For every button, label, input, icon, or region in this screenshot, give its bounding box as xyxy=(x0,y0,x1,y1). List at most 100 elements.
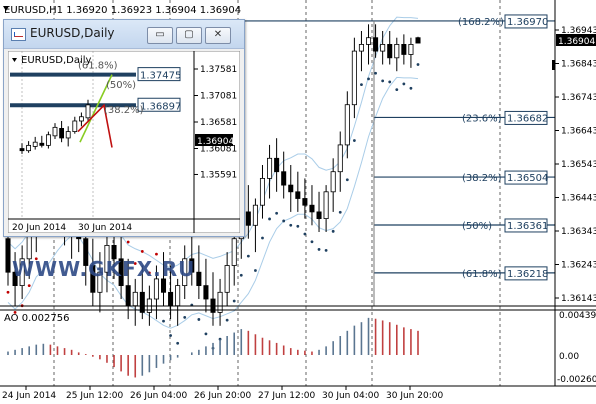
candle-body xyxy=(217,291,223,313)
time-tick-label: 27 Jun 12:00 xyxy=(258,391,315,400)
candle-body xyxy=(351,50,357,106)
candle-body xyxy=(408,44,414,55)
sar-dot xyxy=(331,229,335,233)
candle-body xyxy=(104,245,110,273)
current-price-tag xyxy=(556,34,596,46)
candle-body xyxy=(168,291,174,307)
daily-time-scale: 20 Jun 2014 30 Jun 2014 xyxy=(12,223,132,233)
daily-candle-body xyxy=(26,144,32,152)
fib-level-percent: (168.2%) xyxy=(458,17,504,28)
candle-body xyxy=(358,44,364,52)
time-tick-label: 30 Jun 20:00 xyxy=(386,391,443,400)
sar-dot xyxy=(374,71,377,75)
daily-annotation-label: (38.2%) xyxy=(104,105,144,116)
daily-time-tick-label: 20 Jun 2014 xyxy=(12,223,66,233)
daily-level-price: 1.37475 xyxy=(140,71,181,82)
sar-dot xyxy=(345,178,349,182)
candle-body xyxy=(337,144,343,173)
daily-candle-body xyxy=(85,104,91,119)
price-tick-label: 1.36743 xyxy=(561,93,596,103)
fib-price-box xyxy=(504,14,548,29)
fib-price-box xyxy=(504,218,548,233)
sar-dot xyxy=(13,311,17,314)
sar-dot xyxy=(296,224,300,228)
sar-dot xyxy=(147,271,151,275)
time-scale[interactable]: 24 Jun 2014 25 Jun 12:00 26 Jun 04:00 26 Ju… xyxy=(2,386,443,401)
daily-chart-window[interactable]: EURUSD,Daily ▭ ▢ ✕ EURUSD,Daily 1.37475 1… xyxy=(3,19,245,237)
price-tick-label: 1.36843 xyxy=(561,60,596,70)
fib-price-box xyxy=(504,110,548,125)
window-titlebar[interactable]: EURUSD,Daily ▭ ▢ ✕ xyxy=(4,20,244,49)
candle-body xyxy=(380,44,386,52)
sar-dot xyxy=(324,249,328,252)
close-button[interactable]: ✕ xyxy=(205,27,231,44)
sar-dot xyxy=(317,248,321,251)
time-tick-label: 26 Jun 20:00 xyxy=(194,391,251,400)
sar-dot xyxy=(367,77,370,81)
daily-candle-body xyxy=(59,128,64,139)
sar-dot xyxy=(338,210,342,214)
candle-body xyxy=(401,44,407,55)
daily-price-tick-label: 1.37581 xyxy=(200,65,237,75)
sar-dot xyxy=(352,139,356,142)
sar-dot xyxy=(388,80,392,84)
price-scale[interactable]: 1.36943 1.36843 1.36743 1.36643 1.36543 1.364… xyxy=(555,26,596,304)
fib-price-box xyxy=(504,266,548,281)
candle-body xyxy=(182,258,188,287)
ao-label: AO 0.002756 xyxy=(4,313,69,324)
sar-dot xyxy=(409,86,413,90)
candle-body xyxy=(288,184,294,193)
symbol-header: EURUSD,H1 1.36920 1.36923 1.36904 1.3690… xyxy=(4,5,241,16)
candle-body xyxy=(196,271,202,287)
sar-dot xyxy=(169,334,172,337)
fib-level-price: 1.36218 xyxy=(507,269,548,280)
candle-body xyxy=(316,211,322,220)
watermark-text: WWW.GKFX.RU xyxy=(12,257,195,281)
candle-body xyxy=(189,258,195,273)
price-tick-label: 1.36143 xyxy=(561,294,596,304)
candle-body xyxy=(387,44,393,59)
sar-dot xyxy=(6,290,10,294)
sar-dot xyxy=(162,319,165,323)
candle-body xyxy=(224,265,230,293)
daily-price-scale: 1.37581 1.37081 1.36581 1.36081 1.35591 xyxy=(194,65,237,180)
candle-body xyxy=(12,271,18,287)
daily-grid xyxy=(21,51,94,219)
header-triangle-icon xyxy=(3,6,9,11)
price-scale-marker-icon xyxy=(552,60,555,70)
candle-body xyxy=(259,178,266,206)
daily-candle-body xyxy=(19,148,25,152)
daily-level-box xyxy=(137,67,181,82)
sar-dot xyxy=(310,240,314,244)
candle-body xyxy=(373,37,379,52)
current-price-label: 1.36904 xyxy=(558,37,595,47)
daily-candle-body xyxy=(65,131,71,139)
fib-level-percent: (38.2%) xyxy=(462,173,502,184)
candle-body xyxy=(5,238,11,273)
sar-dot xyxy=(254,269,257,272)
daily-candle-body xyxy=(79,116,84,122)
candle-body xyxy=(153,278,159,300)
fibonacci-levels[interactable]: (168.2%) 1.36970 (23.6%) 1.36682 (38.2%) 1.36… xyxy=(240,14,555,306)
candle-body xyxy=(267,157,273,179)
daily-levels: 1.37475 1.36897 xyxy=(10,67,181,112)
daily-price-tick-label: 1.35591 xyxy=(200,170,237,180)
fib-level-price: 1.36970 xyxy=(507,17,548,28)
price-tick-label: 1.36443 xyxy=(561,194,596,204)
sar-dot xyxy=(34,257,38,261)
daily-annotation-label: (61.8%) xyxy=(78,61,118,72)
candle-body xyxy=(323,191,329,220)
daily-candle-body xyxy=(39,142,45,146)
eurusd-daily-chart[interactable]: EURUSD,Daily 1.37475 1.36897 (61.8%) (50%)… xyxy=(8,51,240,233)
minimize-button[interactable]: ▭ xyxy=(147,27,173,44)
maximize-button[interactable]: ▢ xyxy=(176,27,202,44)
fib-price-box xyxy=(504,170,548,185)
candle-body xyxy=(83,238,89,266)
daily-candle-body xyxy=(46,134,51,146)
sar-dot xyxy=(183,316,187,319)
candle-body xyxy=(19,258,25,287)
daily-level-price: 1.36897 xyxy=(140,101,181,112)
window-title: EURUSD,Daily xyxy=(30,26,115,40)
ao-tick-zero: 0.00 xyxy=(559,352,579,362)
